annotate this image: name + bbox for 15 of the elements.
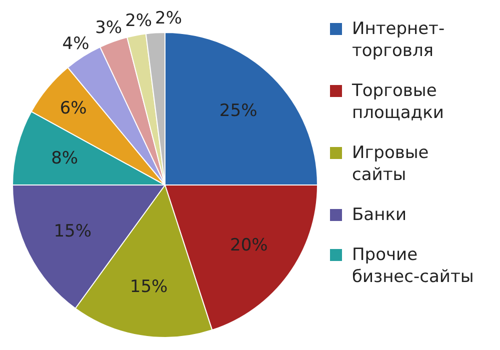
data-label: 2% <box>155 8 182 28</box>
legend-label: Прочие бизнес-сайты <box>352 244 475 288</box>
data-label: 15% <box>54 222 92 242</box>
data-label: 2% <box>125 10 152 31</box>
data-label: 8% <box>51 148 78 169</box>
data-label: 15% <box>130 276 168 297</box>
legend-label: Банки <box>352 204 408 226</box>
data-label: 6% <box>60 98 87 119</box>
legend-label: Торговые площадки <box>352 80 445 124</box>
legend-label: Игровые сайты <box>352 142 430 186</box>
legend-label: Интернет-торговля <box>352 18 446 62</box>
data-label: 4% <box>62 34 90 54</box>
data-label: 20% <box>230 235 268 256</box>
data-label: 3% <box>95 18 122 38</box>
data-label: 25% <box>219 101 258 122</box>
